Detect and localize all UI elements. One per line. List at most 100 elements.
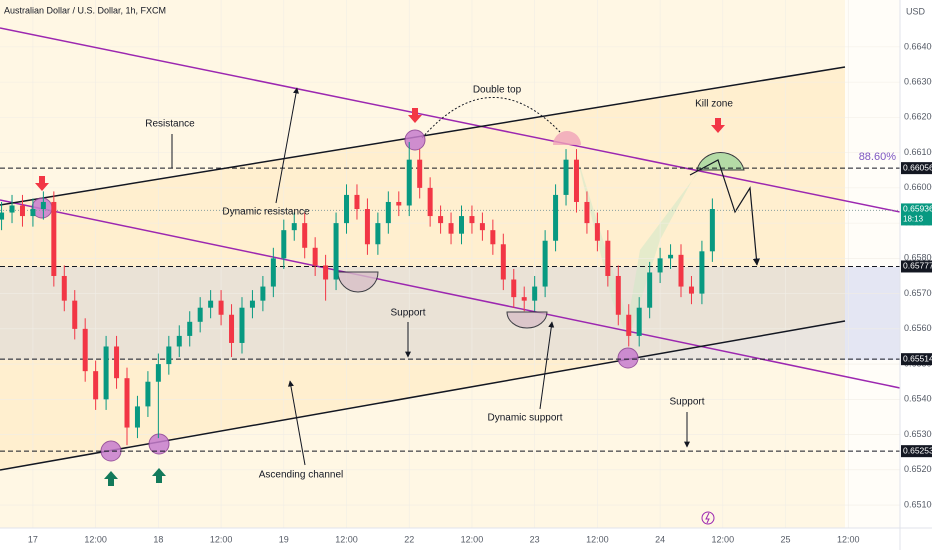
up-arrow: [152, 468, 166, 483]
candle-body: [364, 209, 370, 245]
lightning-icon: [701, 511, 715, 525]
x-tick-label: 19: [279, 534, 289, 544]
pivot-marker: [148, 433, 170, 455]
candle-body: [594, 223, 600, 241]
candle-body: [114, 346, 120, 379]
candle-body: [155, 364, 161, 382]
top-marker: [553, 131, 581, 145]
candle-body: [82, 328, 88, 372]
current-price-label: 0.65936: [903, 204, 932, 214]
candle-body: [93, 371, 99, 400]
annotation: Dynamic resistance: [222, 207, 310, 218]
candle-body: [532, 286, 538, 301]
candle-body: [124, 378, 130, 428]
annotations: Resistance Dynamic resistance Double top…: [4, 5, 733, 480]
pivot-marker: [404, 129, 426, 151]
range-zone-ext: [845, 267, 900, 360]
candle-body: [187, 321, 193, 336]
candle-body: [469, 216, 475, 224]
current-price-tag: [901, 203, 932, 226]
arc: [337, 271, 379, 293]
pointer: [275, 87, 299, 204]
candle-body: [458, 216, 464, 234]
x-tick-label: 12:00: [712, 534, 735, 544]
time-axis: [0, 528, 932, 550]
candle-body: [30, 209, 36, 217]
candle-body: [605, 240, 611, 276]
candle-body: [51, 201, 57, 276]
candle-body: [103, 346, 109, 400]
arc: [506, 311, 548, 329]
candle-body: [615, 275, 621, 315]
candle-body: [396, 201, 402, 206]
x-tick-label: 25: [781, 534, 791, 544]
candle-body: [249, 300, 255, 308]
candle-body: [427, 187, 433, 217]
candle-body: [134, 406, 140, 428]
candle-body: [9, 205, 15, 213]
candle-body: [344, 194, 350, 224]
candle-body: [0, 212, 5, 220]
dynamic-resistance-line: [0, 27, 901, 213]
x-tick-label: 12:00: [837, 534, 860, 544]
up-arrow: [104, 471, 118, 486]
candle-body: [417, 159, 423, 188]
candle-body: [636, 307, 642, 336]
annotation: Support: [669, 397, 704, 408]
candle-body: [479, 223, 485, 231]
annotation: Dynamic support: [487, 413, 562, 424]
annotation: Support: [390, 308, 425, 319]
y-tick-label: 0.65100: [904, 499, 932, 509]
x-tick-label: 12:00: [84, 534, 107, 544]
candle-body: [312, 247, 318, 266]
candle-body: [19, 205, 25, 217]
x-tick-label: 12:00: [335, 534, 358, 544]
candle-body: [699, 251, 705, 294]
annotation: Ascending channel: [259, 470, 344, 481]
candle-body: [448, 223, 454, 234]
candle-body: [668, 254, 674, 259]
candle-body: [239, 307, 245, 343]
x-tick-label: 22: [404, 534, 414, 544]
pivot-marker: [617, 347, 639, 369]
double-top-arc: [421, 97, 561, 139]
price-tag: [901, 353, 932, 366]
pointer: [539, 321, 555, 410]
candle-body: [333, 223, 339, 280]
annotation: Resistance: [145, 119, 195, 130]
down-arrow: [408, 108, 422, 123]
price-tag-label: 0.65514: [903, 353, 932, 363]
candle-body: [260, 286, 266, 301]
candle-body: [490, 230, 496, 245]
down-arrow: [35, 176, 49, 191]
candle-body: [563, 159, 569, 195]
x-tick-label: 12:00: [461, 534, 484, 544]
x-tick-label: 23: [530, 534, 540, 544]
candle-body: [72, 300, 78, 329]
price-tag-label: 0.65253: [903, 445, 932, 455]
countdown-label: 18:13: [903, 215, 924, 224]
candle-body: [657, 258, 663, 273]
candle-body: [511, 279, 517, 298]
dynamic-support-line: [0, 199, 901, 389]
candle-body: [553, 194, 559, 241]
price-tag: [901, 260, 932, 273]
candle-body: [291, 223, 297, 231]
candle-body: [584, 201, 590, 224]
price-tag-label: 0.65777: [903, 261, 932, 271]
candle-body: [166, 346, 172, 365]
x-tick-label: 12:00: [586, 534, 609, 544]
candle-body: [61, 275, 67, 301]
x-tick-label: 18: [153, 534, 163, 544]
projection: [689, 159, 760, 266]
candle-body: [406, 159, 412, 206]
candle-body: [208, 300, 214, 308]
symbol-title: Australian Dollar / U.S. Dollar, 1h, FXC…: [4, 5, 166, 15]
annotation: Kill zone: [695, 99, 733, 110]
